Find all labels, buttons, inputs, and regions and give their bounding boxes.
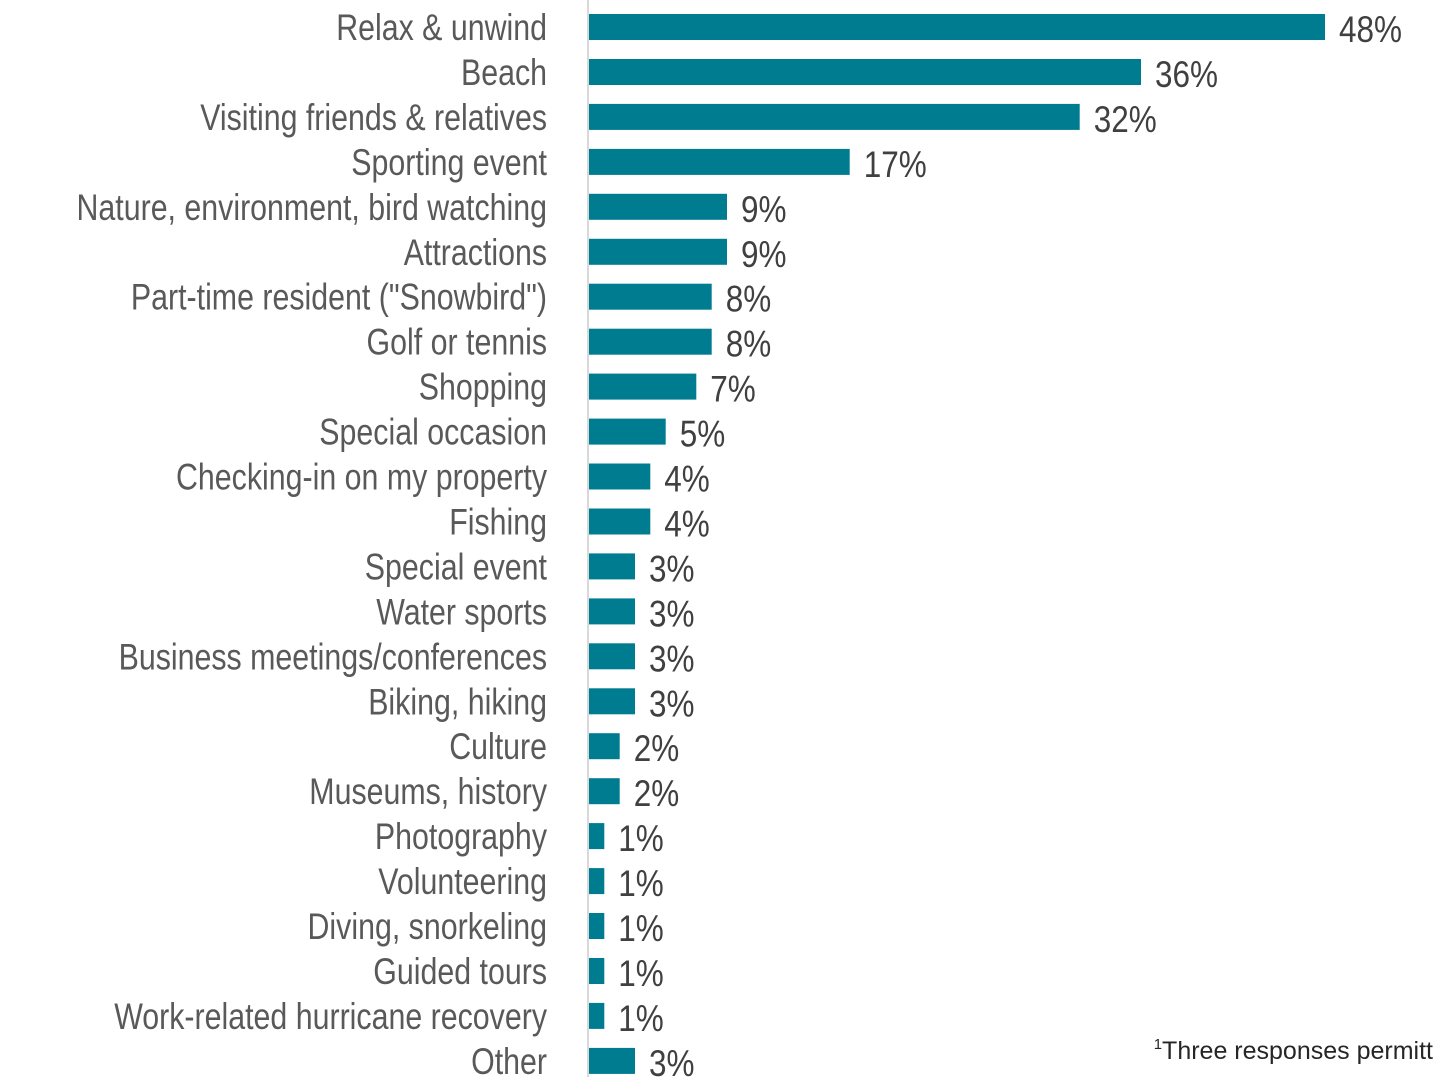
category-label: Business meetings/conferences — [119, 636, 547, 677]
category-label: Museums, history — [309, 771, 547, 812]
footnote: 1Three responses permitt — [1154, 1036, 1433, 1066]
data-label: 5% — [680, 414, 726, 455]
data-label: 1% — [618, 953, 664, 994]
category-label: Visiting friends & relatives — [200, 97, 547, 138]
bar — [589, 1047, 635, 1074]
category-label: Beach — [461, 52, 547, 93]
data-label: 3% — [649, 683, 695, 724]
category-label: Checking-in on my property — [176, 457, 547, 498]
category-label: Golf or tennis — [367, 322, 548, 363]
category-label: Photography — [375, 816, 548, 857]
bar — [589, 238, 727, 265]
bar — [589, 778, 620, 805]
category-label: Volunteering — [378, 861, 547, 902]
data-label: 1% — [618, 818, 664, 859]
data-label: 1% — [618, 863, 664, 904]
bar — [589, 1002, 605, 1029]
bar — [589, 463, 651, 490]
data-label: 7% — [710, 369, 756, 410]
bar — [589, 328, 712, 355]
category-label: Nature, environment, bird watching — [77, 187, 548, 228]
bar — [589, 688, 635, 715]
data-label: 2% — [634, 728, 680, 769]
category-label: Guided tours — [373, 951, 547, 992]
bar — [589, 958, 605, 984]
bar — [589, 283, 712, 310]
bar — [589, 733, 620, 760]
category-label: Biking, hiking — [368, 681, 547, 722]
data-label: 8% — [726, 279, 772, 320]
data-label: 2% — [634, 773, 680, 814]
category-label: Water sports — [376, 591, 547, 632]
bar — [589, 643, 635, 670]
data-label: 3% — [649, 593, 695, 634]
data-label: 4% — [664, 504, 710, 545]
bar — [589, 59, 1141, 85]
data-label: 3% — [649, 638, 695, 679]
footnote-text: Three responses permitt — [1162, 1037, 1433, 1065]
category-label: Other — [471, 1041, 547, 1077]
data-label: 48% — [1339, 9, 1402, 50]
bar — [589, 823, 605, 850]
category-label: Attractions — [404, 232, 547, 273]
bar — [589, 103, 1080, 130]
value-labels: 48%36%32%17%9%9%8%8%7%5%4%4%3%3%3%3%2%2%… — [618, 9, 1402, 1077]
bar — [589, 418, 666, 445]
data-label: 4% — [664, 459, 710, 500]
bar — [589, 193, 727, 220]
category-label: Special event — [365, 546, 548, 587]
bars-layer — [589, 14, 1325, 1074]
category-label: Fishing — [449, 502, 547, 543]
category-label: Work-related hurricane recovery — [114, 996, 547, 1037]
bar — [589, 14, 1325, 40]
category-label: Sporting event — [351, 142, 547, 183]
data-label: 1% — [618, 908, 664, 949]
footnote-marker: 1 — [1153, 1036, 1163, 1053]
data-label: 32% — [1094, 99, 1157, 140]
category-label: Diving, snorkeling — [308, 906, 548, 947]
category-label: Part-time resident ("Snowbird") — [131, 277, 547, 318]
data-label: 9% — [741, 189, 787, 230]
data-label: 9% — [741, 234, 787, 275]
bar — [589, 913, 605, 939]
data-label: 3% — [649, 1043, 695, 1077]
data-label: 8% — [726, 324, 772, 365]
data-label: 1% — [618, 998, 664, 1039]
category-label: Shopping — [419, 367, 547, 408]
data-label: 17% — [864, 144, 927, 185]
bar — [589, 373, 697, 400]
bar — [589, 508, 651, 535]
data-label: 3% — [649, 548, 695, 589]
category-label: Relax & unwind — [336, 7, 547, 48]
bar — [589, 553, 635, 580]
category-label: Culture — [449, 726, 547, 767]
bar — [589, 598, 635, 625]
category-label: Special occasion — [319, 412, 547, 453]
data-label: 36% — [1155, 54, 1218, 95]
bar — [589, 868, 605, 895]
bar — [589, 148, 850, 175]
